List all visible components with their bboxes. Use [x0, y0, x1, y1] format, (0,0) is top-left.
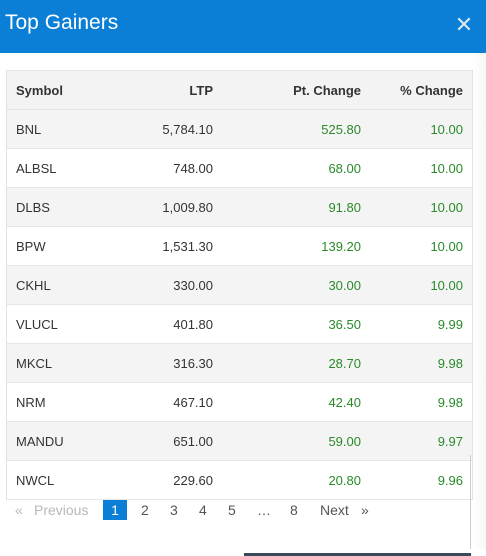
page-4-button[interactable]: 4: [199, 502, 207, 518]
next-arrow-icon: »: [361, 502, 369, 518]
cell-pct-change: 10.00: [370, 109, 472, 149]
cell-pt-change: 91.80: [222, 187, 370, 227]
table-row[interactable]: CKHL 330.00 30.00 10.00: [7, 265, 472, 305]
table-row[interactable]: MANDU 651.00 59.00 9.97: [7, 421, 472, 461]
modal-header: Top Gainers ✕: [0, 0, 486, 53]
cell-symbol: DLBS: [7, 187, 105, 227]
cell-symbol: BPW: [7, 226, 105, 266]
table-row[interactable]: BNL 5,784.10 525.80 10.00: [7, 109, 472, 149]
page-3-button[interactable]: 3: [170, 502, 178, 518]
cell-pct-change: 9.98: [370, 382, 472, 422]
page-5-button[interactable]: 5: [228, 502, 236, 518]
close-icon[interactable]: ✕: [454, 12, 474, 37]
cell-ltp: 330.00: [105, 265, 222, 305]
cell-pct-change: 9.97: [370, 421, 472, 461]
page-1-button[interactable]: 1: [103, 500, 127, 520]
cell-ltp: 1,009.80: [105, 187, 222, 227]
scroll-gutter: [472, 53, 486, 556]
cell-pct-change: 10.00: [370, 265, 472, 305]
cell-pct-change: 10.00: [370, 187, 472, 227]
cell-symbol: NRM: [7, 382, 105, 422]
previous-page-button[interactable]: Previous: [34, 502, 89, 518]
table-row[interactable]: NRM 467.10 42.40 9.98: [7, 382, 472, 422]
cell-pct-change: 9.96: [370, 460, 472, 500]
modal-title: Top Gainers: [5, 11, 119, 34]
table-row[interactable]: MKCL 316.30 28.70 9.98: [7, 343, 472, 383]
cell-symbol: ALBSL: [7, 148, 105, 188]
modal-bottom-edge: [0, 549, 486, 556]
cell-pct-change: 10.00: [370, 226, 472, 266]
cell-symbol: MKCL: [7, 343, 105, 383]
cell-pt-change: 20.80: [222, 460, 370, 500]
next-page-button[interactable]: Next: [320, 502, 349, 518]
table-row[interactable]: DLBS 1,009.80 91.80 10.00: [7, 187, 472, 227]
cell-ltp: 5,784.10: [105, 109, 222, 149]
cell-pt-change: 30.00: [222, 265, 370, 305]
page-8-button[interactable]: 8: [290, 502, 298, 518]
cell-symbol: CKHL: [7, 265, 105, 305]
table-row[interactable]: VLUCL 401.80 36.50 9.99: [7, 304, 472, 344]
cell-ltp: 467.10: [105, 382, 222, 422]
cell-ltp: 748.00: [105, 148, 222, 188]
page-ellipsis: …: [257, 502, 271, 518]
column-header-pt-change[interactable]: Pt. Change: [222, 71, 370, 110]
background-bar: [244, 553, 471, 556]
table-header-row: Symbol LTP Pt. Change % Change: [7, 71, 472, 110]
cell-pt-change: 42.40: [222, 382, 370, 422]
cell-pt-change: 68.00: [222, 148, 370, 188]
table-row[interactable]: ALBSL 748.00 68.00 10.00: [7, 148, 472, 188]
divider: [470, 455, 471, 549]
cell-pt-change: 525.80: [222, 109, 370, 149]
cell-pt-change: 28.70: [222, 343, 370, 383]
cell-symbol: MANDU: [7, 421, 105, 461]
cell-symbol: BNL: [7, 109, 105, 149]
cell-pt-change: 139.20: [222, 226, 370, 266]
column-header-pct-change[interactable]: % Change: [370, 71, 472, 110]
cell-symbol: VLUCL: [7, 304, 105, 344]
page-2-button[interactable]: 2: [141, 502, 149, 518]
pagination: « Previous 1 2 3 4 5 … 8 Next »: [0, 498, 486, 522]
cell-symbol: NWCL: [7, 460, 105, 500]
cell-pct-change: 10.00: [370, 148, 472, 188]
cell-ltp: 1,531.30: [105, 226, 222, 266]
prev-arrow-icon: «: [15, 502, 23, 518]
cell-ltp: 316.30: [105, 343, 222, 383]
table-row[interactable]: NWCL 229.60 20.80 9.96: [7, 460, 472, 500]
column-header-symbol[interactable]: Symbol: [7, 71, 105, 110]
cell-pct-change: 9.99: [370, 304, 472, 344]
cell-ltp: 229.60: [105, 460, 222, 500]
column-header-ltp[interactable]: LTP: [105, 71, 222, 110]
gainers-table: Symbol LTP Pt. Change % Change BNL 5,784…: [6, 70, 473, 500]
cell-pt-change: 59.00: [222, 421, 370, 461]
table-row[interactable]: BPW 1,531.30 139.20 10.00: [7, 226, 472, 266]
cell-ltp: 651.00: [105, 421, 222, 461]
cell-pt-change: 36.50: [222, 304, 370, 344]
cell-pct-change: 9.98: [370, 343, 472, 383]
cell-ltp: 401.80: [105, 304, 222, 344]
